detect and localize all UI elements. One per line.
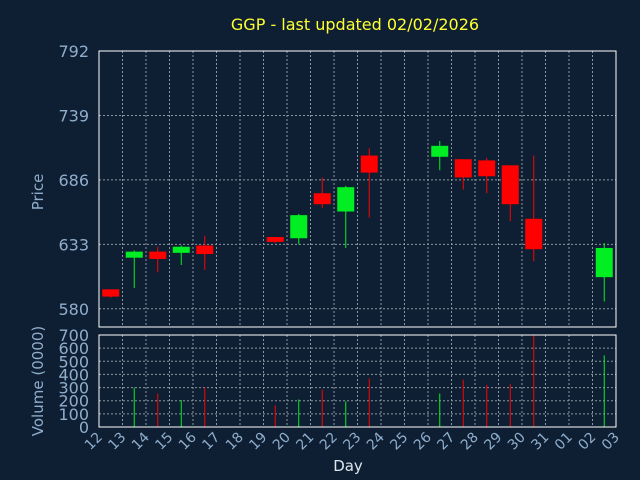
candle-body: [337, 187, 355, 212]
candle-body: [266, 237, 284, 242]
candle-body: [290, 215, 308, 239]
candle-body: [431, 145, 449, 157]
volume-tick-label: 100: [58, 405, 89, 424]
candle-group: [102, 140, 613, 302]
candle-body: [501, 165, 519, 205]
candle-body: [478, 160, 496, 177]
candle-body: [102, 289, 120, 297]
volume-tick-label: 500: [58, 352, 89, 371]
chart-title: GGP - last updated 02/02/2026: [231, 15, 479, 34]
candle-body: [149, 251, 167, 259]
candle-body: [313, 193, 331, 205]
price-panel-frame: [98, 50, 617, 328]
candle-body: [525, 218, 543, 250]
price-tick-labels: 580 633 686 739 792: [58, 42, 89, 319]
candle-body: [595, 247, 613, 278]
candle-body: [360, 155, 378, 173]
volume-tick-label: 700: [58, 326, 89, 345]
volume-tick-label: 400: [58, 365, 89, 384]
volume-bar-group: [133, 335, 605, 427]
candle-body: [172, 246, 190, 253]
candle-body: [196, 245, 214, 255]
price-axis-label: Price: [29, 174, 47, 211]
candle-body: [125, 251, 143, 258]
price-tick-label: 633: [58, 235, 89, 254]
volume-axis-label: Volume (0000): [29, 326, 47, 436]
price-tick-label: 792: [58, 42, 89, 61]
x-tick-labels: 12 13 14 15 16 17 18 19 20 21 22 23 24 25 26 27 28 29 30 31…: [82, 429, 623, 453]
volume-grid: [99, 335, 617, 427]
price-tick-label: 580: [58, 300, 89, 319]
volume-panel-frame: [98, 334, 617, 428]
volume-tick-label: 600: [58, 339, 89, 358]
volume-tick-label: 300: [58, 379, 89, 398]
volume-tick-label: 200: [58, 392, 89, 411]
price-tick-label: 686: [58, 171, 89, 190]
candle-body: [454, 159, 472, 178]
x-axis-label: Day: [333, 457, 363, 475]
volume-tick-label: 0: [79, 418, 89, 437]
price-tick-label: 739: [58, 106, 89, 125]
